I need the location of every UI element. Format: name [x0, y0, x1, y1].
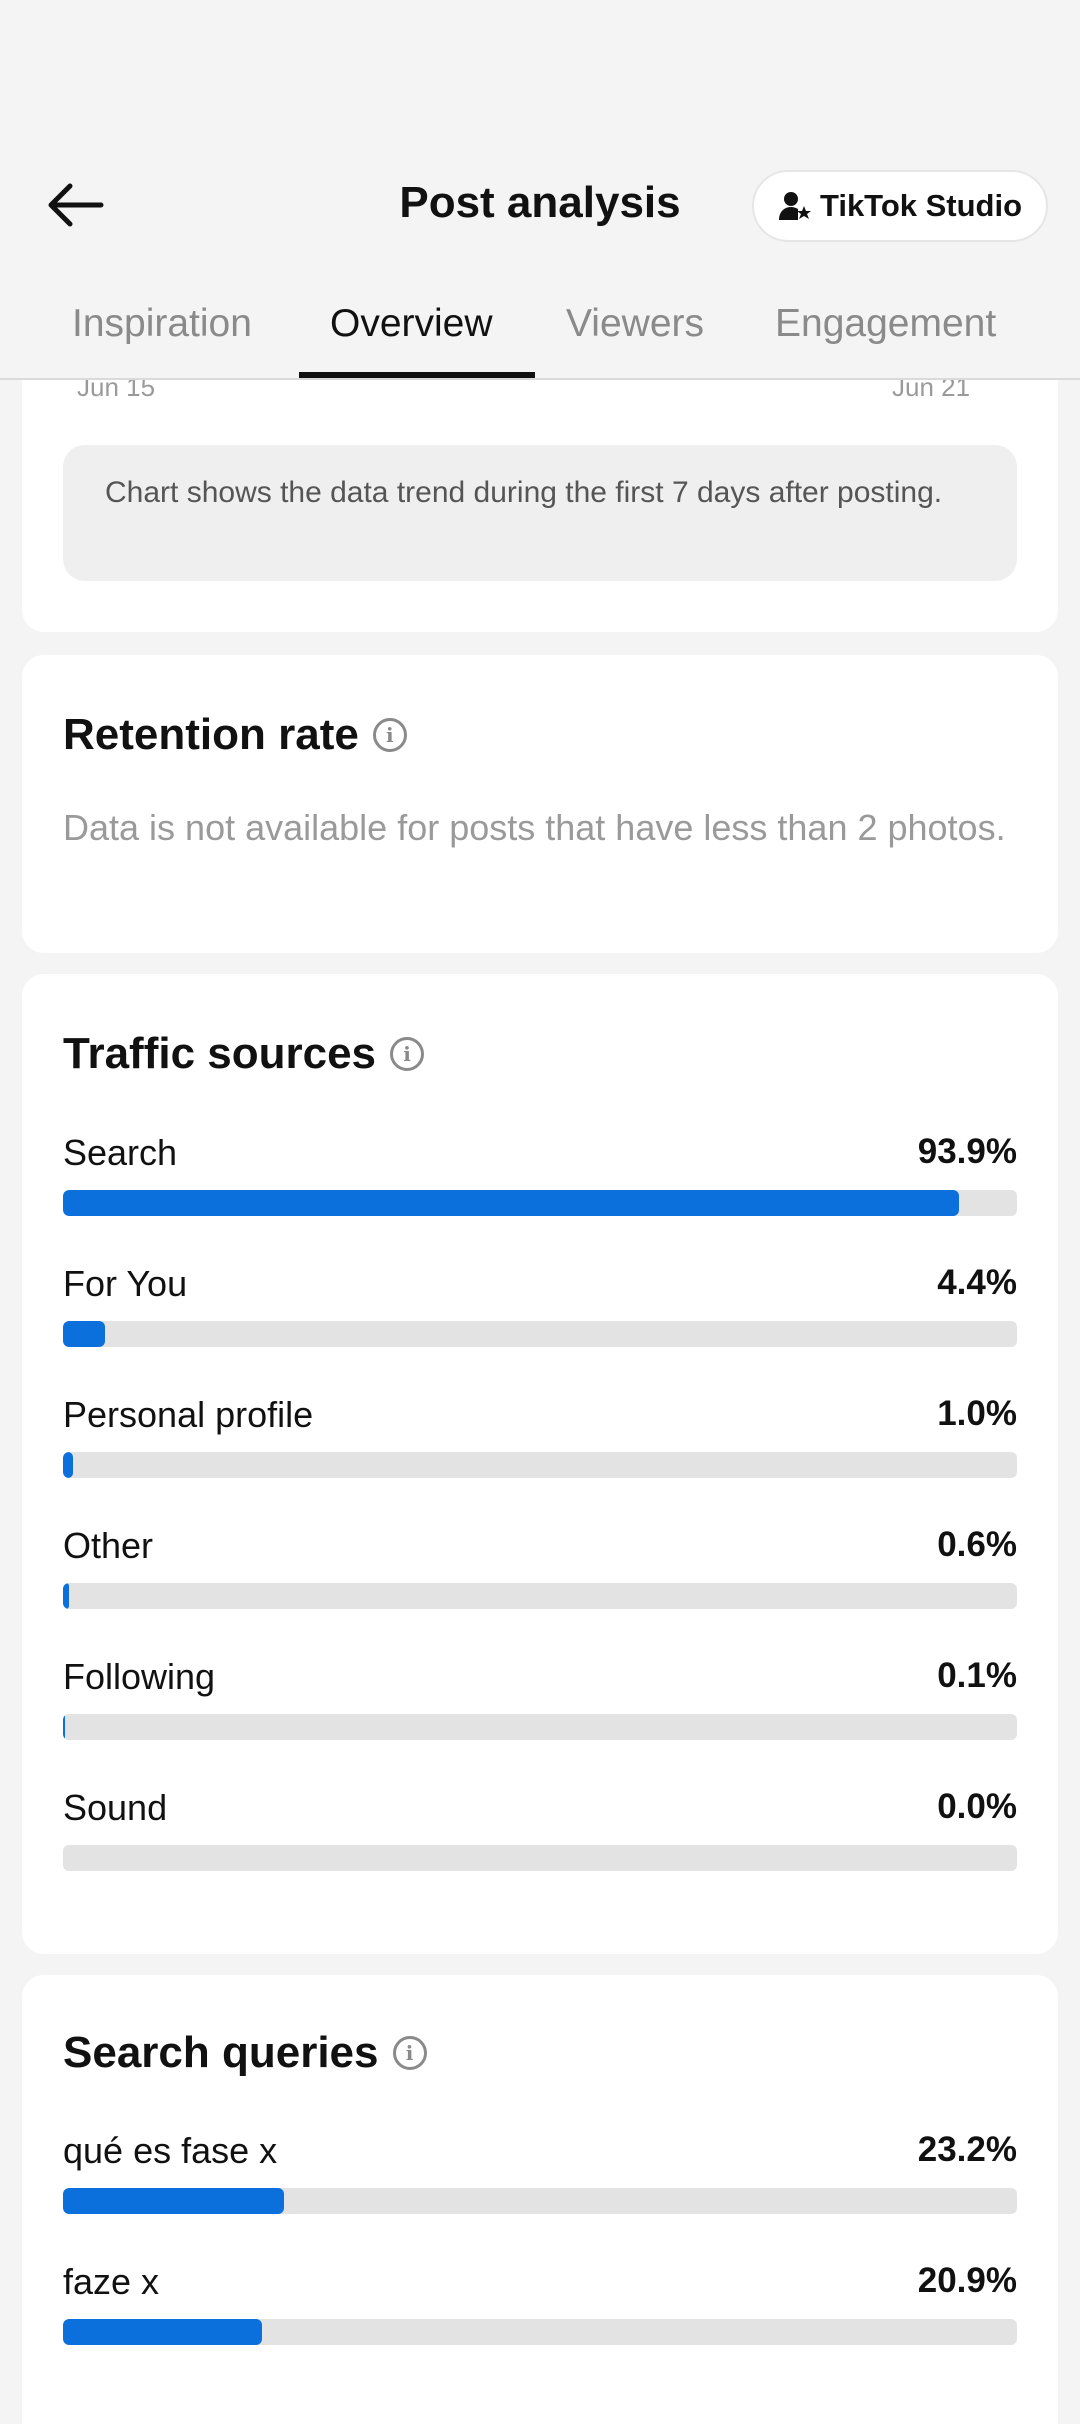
row-label: Personal profile	[63, 1394, 314, 1435]
retention-title-text: Retention rate	[63, 710, 359, 759]
row-value: 0.0%	[937, 1787, 1017, 1826]
row-value: 93.9%	[917, 1132, 1017, 1171]
retention-card: Retention rate i Data is not available f…	[22, 655, 1058, 953]
list-item: Search 93.9%	[63, 1132, 1017, 1232]
progress-track	[63, 1321, 1017, 1347]
search-queries-title-text: Search queries	[63, 2028, 379, 2077]
list-item: qué es fase x 23.2%	[63, 2130, 1017, 2230]
progress-track	[63, 1845, 1017, 1871]
progress-fill	[63, 1583, 69, 1609]
list-item: faze x 20.9%	[63, 2261, 1017, 2361]
list-item: Following 0.1%	[63, 1656, 1017, 1756]
progress-fill	[63, 1452, 73, 1478]
progress-fill	[63, 1321, 105, 1347]
chart-card: Chart shows the data trend during the fi…	[22, 360, 1058, 632]
progress-track	[63, 2188, 1017, 2214]
row-value: 0.6%	[937, 1525, 1017, 1564]
row-value: 0.1%	[937, 1656, 1017, 1695]
progress-track	[63, 1452, 1017, 1478]
list-item: For You 4.4%	[63, 1263, 1017, 1363]
traffic-sources-card: Traffic sources i Search 93.9% For You 4.4%…	[22, 974, 1058, 1954]
row-label: For You	[63, 1263, 188, 1304]
traffic-sources-title-text: Traffic sources	[63, 1029, 377, 1078]
search-queries-title: Search queries i	[63, 2028, 427, 2078]
progress-fill	[63, 1190, 959, 1216]
row-label: Following	[63, 1656, 216, 1697]
arrow-left-icon	[48, 183, 104, 227]
row-value: 23.2%	[917, 2130, 1017, 2169]
row-value: 4.4%	[937, 1263, 1017, 1302]
row-label: qué es fase x	[63, 2130, 278, 2171]
info-icon[interactable]: i	[372, 718, 407, 752]
tiktok-studio-button[interactable]: TikTok Studio	[752, 170, 1048, 242]
list-item: Other 0.6%	[63, 1525, 1017, 1625]
progress-track	[63, 2319, 1017, 2345]
row-value: 1.0%	[937, 1394, 1017, 1433]
progress-track	[63, 1583, 1017, 1609]
user-star-icon	[778, 192, 811, 220]
back-button[interactable]	[40, 175, 110, 235]
row-label: faze x	[63, 2261, 160, 2302]
traffic-sources-title: Traffic sources i	[63, 1029, 425, 1079]
progress-fill	[63, 2319, 263, 2345]
row-label: Other	[63, 1525, 154, 1566]
progress-track	[63, 1714, 1017, 1740]
list-item: Personal profile 1.0%	[63, 1394, 1017, 1494]
search-queries-card: Search queries i qué es fase x 23.2% faze …	[22, 1975, 1058, 2424]
tiktok-studio-label: TikTok Studio	[819, 188, 1023, 223]
row-label: Search	[63, 1132, 178, 1173]
retention-title: Retention rate i	[63, 710, 407, 760]
chart-note: Chart shows the data trend during the fi…	[63, 445, 1017, 581]
progress-track	[63, 1190, 1017, 1216]
info-icon[interactable]: i	[390, 1037, 425, 1071]
row-label: Sound	[63, 1787, 168, 1828]
info-icon[interactable]: i	[392, 2036, 427, 2070]
list-item: Sound 0.0%	[63, 1787, 1017, 1887]
retention-note: Data is not available for posts that hav…	[63, 807, 1006, 848]
progress-fill	[63, 1714, 65, 1740]
progress-fill	[63, 2188, 285, 2214]
row-value: 20.9%	[917, 2261, 1017, 2300]
